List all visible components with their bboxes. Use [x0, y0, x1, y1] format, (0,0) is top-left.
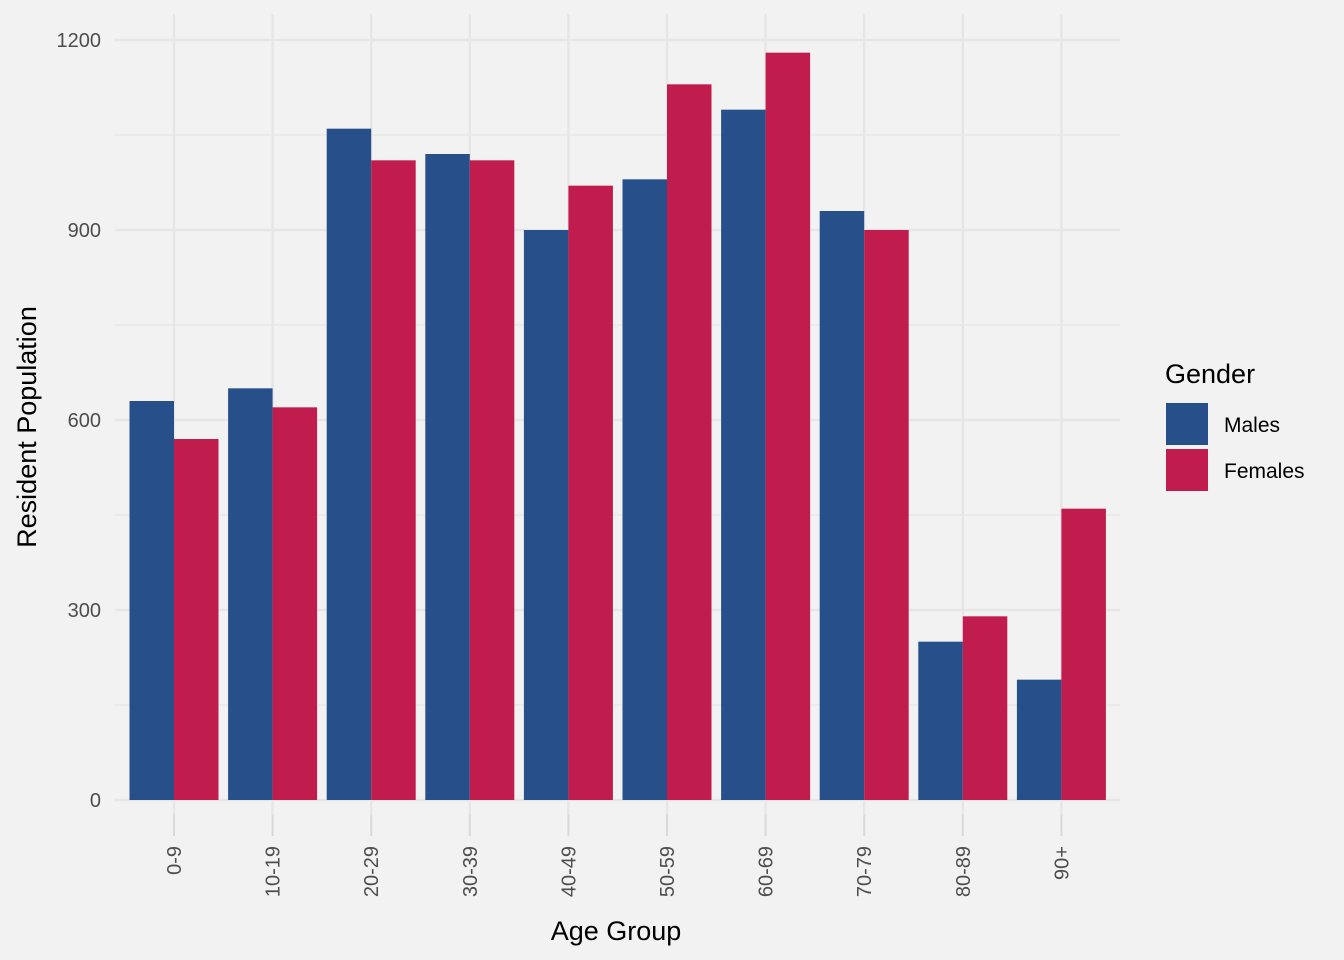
- bar-males-30-39: [425, 154, 470, 800]
- bar-females-30-39: [469, 160, 515, 801]
- bar-males-70-79: [819, 211, 865, 800]
- y-tick-label: 300: [68, 600, 101, 622]
- bar-females-90+: [1061, 508, 1106, 800]
- bar-females-0-9: [174, 439, 219, 800]
- y-axis-title: Resident Population: [12, 306, 42, 548]
- x-tick-label: 90+: [1051, 846, 1073, 880]
- x-tick-label: 60-69: [756, 846, 778, 897]
- legend-label-females: Females: [1224, 460, 1305, 483]
- bar-males-40-49: [523, 230, 569, 800]
- bar-females-50-59: [667, 84, 712, 801]
- bar-males-60-69: [721, 109, 766, 800]
- y-tick-label: 0: [90, 790, 101, 812]
- x-axis-title: Age Group: [551, 916, 682, 946]
- x-tick-label: 30-39: [460, 846, 482, 897]
- x-tick-label: 80-89: [953, 846, 975, 897]
- x-tick-label: 20-29: [361, 846, 383, 897]
- y-tick-label: 600: [68, 410, 101, 432]
- bar-males-0-9: [129, 401, 174, 800]
- legend-items: Males Females: [1166, 403, 1305, 491]
- x-axis: 0-9 10-19 20-29 30-39 40-49 50-59 60-69 70-79 80…: [164, 815, 1073, 897]
- x-tick-label: 0-9: [164, 846, 186, 875]
- bar-females-70-79: [864, 230, 909, 800]
- legend-swatch-males: [1166, 403, 1208, 445]
- legend-title: Gender: [1165, 359, 1255, 389]
- legend-label-males: Males: [1224, 414, 1280, 437]
- bar-females-10-19: [272, 407, 318, 800]
- x-tick-label: 50-59: [657, 846, 679, 897]
- y-tick-label: 900: [68, 220, 101, 242]
- y-axis: 0 300 600 900 1200: [57, 30, 102, 812]
- bar-males-50-59: [622, 179, 667, 801]
- bar-females-60-69: [765, 52, 811, 800]
- legend: Gender Males Females: [1165, 359, 1305, 491]
- x-tick-label: 10-19: [263, 846, 285, 897]
- bar-males-90+: [1016, 679, 1062, 800]
- bar-males-80-89: [918, 641, 963, 800]
- y-tick-label: 1200: [57, 30, 102, 52]
- x-tick-label: 40-49: [558, 846, 580, 897]
- bar-males-20-29: [326, 128, 372, 800]
- bar-females-80-89: [962, 616, 1008, 800]
- bar-females-40-49: [568, 185, 613, 800]
- bar-males-10-19: [228, 388, 273, 800]
- x-tick-label: 70-79: [854, 846, 876, 897]
- legend-swatch-females: [1166, 449, 1208, 491]
- bar-females-20-29: [371, 160, 416, 801]
- bars: [129, 52, 1106, 801]
